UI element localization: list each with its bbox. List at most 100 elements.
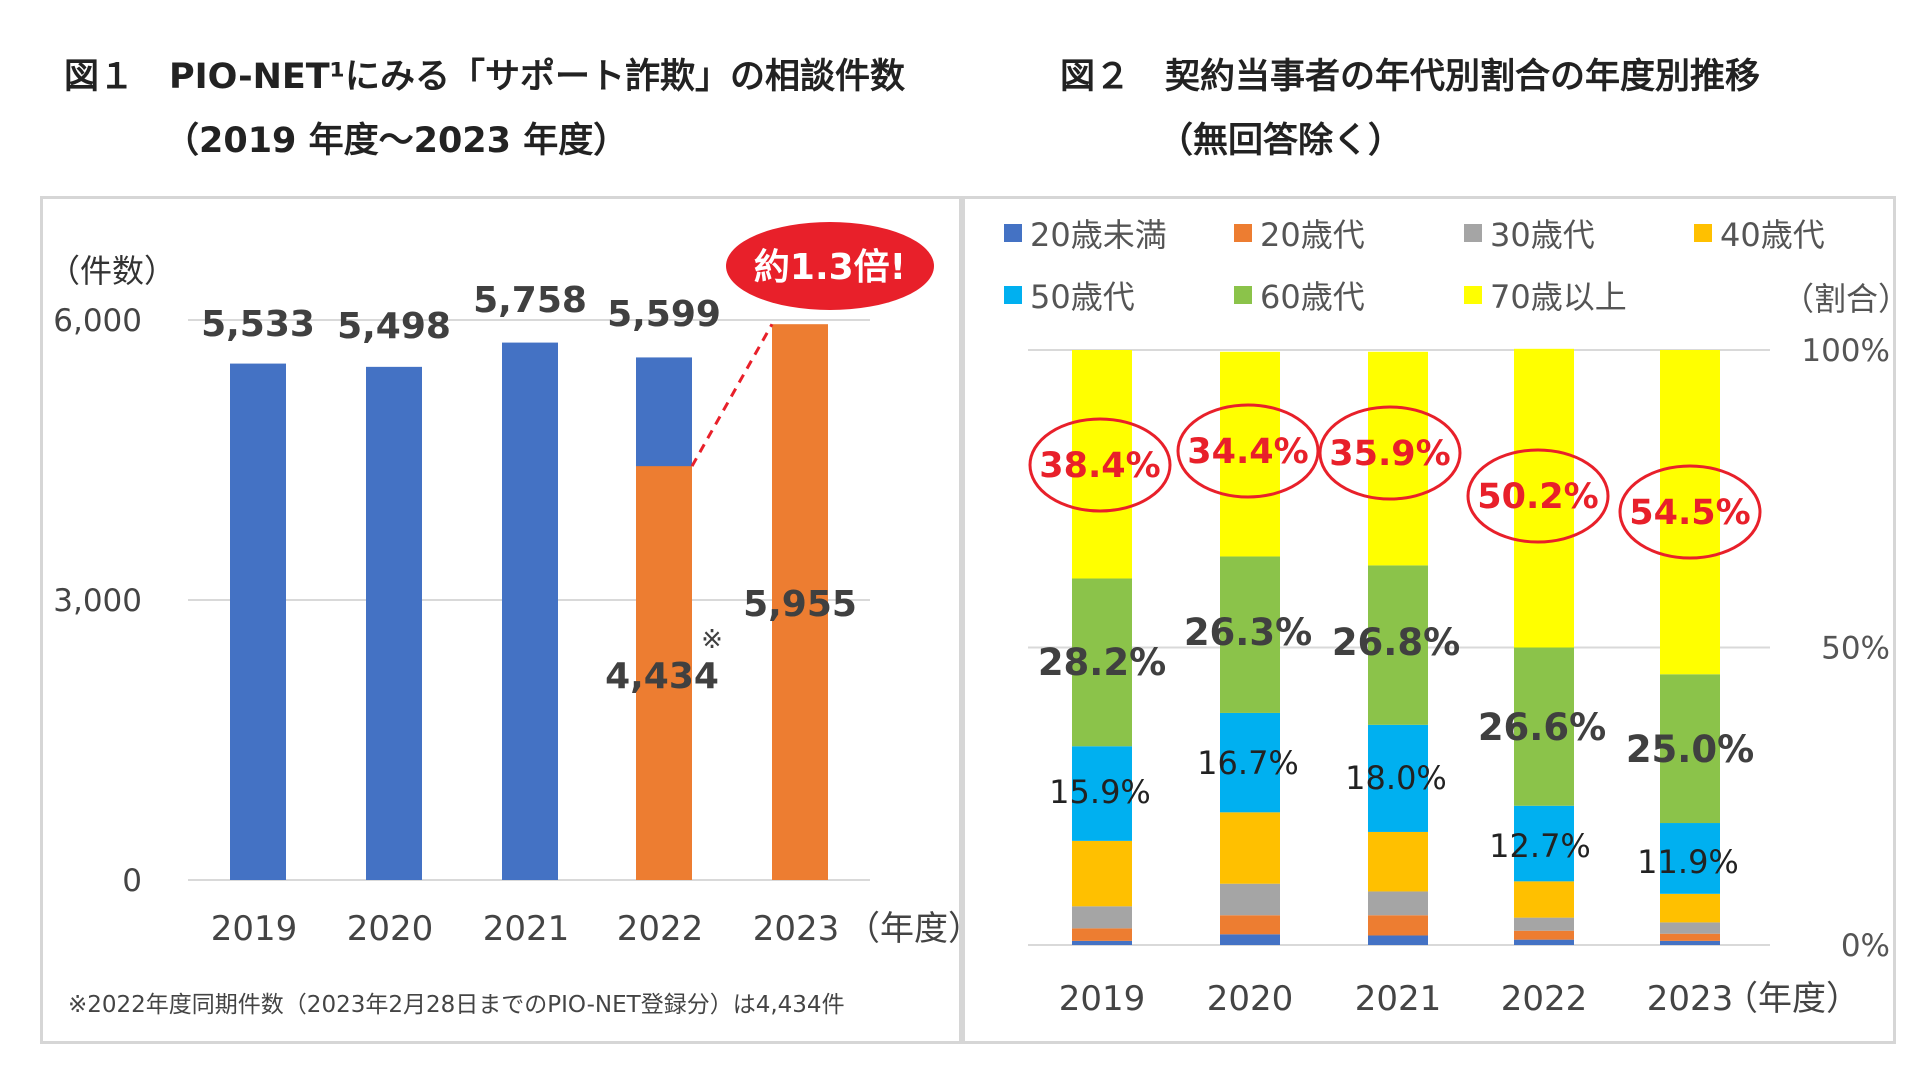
- figure2-ytick-label: 0%: [1841, 928, 1890, 964]
- figure2-segment-2020: [1220, 556, 1280, 713]
- figure2-segment-2019: [1072, 746, 1132, 841]
- figure2-label-50s: 12.7%: [1489, 827, 1591, 865]
- figure2-segment-2023: [1660, 350, 1720, 675]
- figure2-label-60s: 26.6%: [1478, 706, 1606, 749]
- figure1-xlabel: （年度）: [846, 909, 982, 949]
- figure2-legend-label: 50歳代: [1030, 278, 1135, 316]
- figure2-segment-2021: [1368, 565, 1428, 725]
- figure2-label-50s: 11.9%: [1637, 843, 1739, 881]
- figure1-ytick-label: 3,000: [53, 583, 142, 619]
- figure2-segment-2020: [1220, 712, 1280, 813]
- figure2-segment-2022: [1514, 930, 1574, 940]
- figure2-segment-2019: [1072, 350, 1132, 579]
- figure2-legend-label: 40歳代: [1720, 216, 1825, 254]
- figure1-xtick-label: 2019: [211, 909, 298, 949]
- figure1-value-label: 5,758: [473, 280, 587, 321]
- figure2-segment-2021: [1368, 351, 1428, 566]
- figure2-xtick-label: 2020: [1207, 979, 1294, 1019]
- figure1-subtitle: （2019 年度～2023 年度）: [164, 121, 629, 161]
- figure2-segment-2021: [1368, 935, 1428, 945]
- figure2-legend-swatch: [1234, 286, 1252, 304]
- figure2-subtitle: （無回答除く）: [1158, 121, 1404, 161]
- figure1-callout-bubble: [726, 222, 934, 310]
- figure1-bar-2020: [366, 366, 422, 880]
- figure1-xtick-label: 2022: [617, 909, 704, 949]
- figure2-ylabel: （割合）: [1782, 280, 1910, 318]
- figure2-highlight-circle: [1618, 464, 1762, 560]
- figure1-title: 図１ PIO-NET¹にみる「サポート詐欺」の相談件数: [64, 57, 906, 97]
- figure2-segment-2021: [1368, 831, 1428, 892]
- figure1-ytick-label: 6,000: [53, 303, 142, 339]
- figure2-legend-swatch: [1004, 224, 1022, 242]
- figure2-highlight-circle: [1318, 405, 1462, 501]
- figure2-segment-2021: [1368, 915, 1428, 936]
- figure2-ytick-label: 100%: [1801, 333, 1890, 369]
- figure2-segment-2023: [1660, 933, 1720, 941]
- figure1-xtick-label: 2020: [347, 909, 434, 949]
- figure2-legend-label: 20歳代: [1260, 216, 1365, 254]
- figure2-segment-2019: [1072, 840, 1132, 907]
- figure2-segment-2020: [1220, 351, 1280, 557]
- figure2-segment-2023: [1660, 922, 1720, 934]
- figure2-segment-2021: [1368, 891, 1428, 916]
- figure2-highlight-circle: [1028, 417, 1172, 513]
- figure2-legend-label: 20歳未満: [1030, 216, 1167, 254]
- figure2-label-60s: 26.3%: [1184, 611, 1312, 654]
- figure2-segment-2019: [1072, 578, 1132, 747]
- figure2-label-70s: 50.2%: [1477, 477, 1598, 517]
- figure2-legend-label: 30歳代: [1490, 216, 1595, 254]
- figure2-segment-2023: [1660, 893, 1720, 923]
- figure2-label-50s: 18.0%: [1345, 759, 1447, 797]
- figure2-label-60s: 28.2%: [1038, 641, 1166, 684]
- figure1-footnote: ※2022年度同期件数（2023年2月28日までのPIO-NET登録分）は4,4…: [68, 992, 845, 1018]
- figure2-label-70s: 54.5%: [1629, 493, 1750, 533]
- figure1-ylabel: （件数）: [48, 252, 176, 290]
- figure2-legend-label: 70歳以上: [1490, 278, 1627, 316]
- figure2-xtick-label: 2022: [1501, 979, 1588, 1019]
- figure2-segment-2020: [1220, 812, 1280, 884]
- figure1-value-label: 5,533: [201, 304, 315, 345]
- figure1-dashed-connector: [690, 323, 774, 467]
- figure2-segment-2022: [1514, 917, 1574, 931]
- figure2-xtick-label: 2021: [1355, 979, 1442, 1019]
- figure2-segment-2022: [1514, 805, 1574, 882]
- figure2-segment-2023: [1660, 823, 1720, 894]
- figure1-value-label: 5,599: [607, 294, 721, 335]
- figure2-title: 図２ 契約当事者の年代別割合の年度別推移: [1060, 57, 1761, 97]
- figure2-label-70s: 34.4%: [1187, 432, 1308, 472]
- figure2-ytick-label: 50%: [1821, 631, 1890, 667]
- figure1-same-period-label: 4,434: [605, 656, 719, 697]
- figure2-label-50s: 16.7%: [1197, 744, 1299, 782]
- figure2-xlabel: （年度）: [1724, 979, 1860, 1019]
- figure2-segment-2023: [1660, 674, 1720, 824]
- figure1-bar-2019: [230, 363, 286, 880]
- figure2-segment-2020: [1220, 934, 1280, 945]
- figure2-segment-2020: [1220, 915, 1280, 935]
- figure2-xtick-label: 2019: [1059, 979, 1146, 1019]
- figure2-xtick-label: 2023: [1647, 979, 1734, 1019]
- figure2-label-60s: 26.8%: [1332, 621, 1460, 664]
- figure2-segment-2022: [1514, 939, 1574, 945]
- figure1-value-label: 5,955: [743, 584, 857, 625]
- figure2-legend-swatch: [1694, 224, 1712, 242]
- figure2-label-60s: 25.0%: [1626, 728, 1754, 771]
- figure1-value-label: 5,498: [337, 306, 451, 347]
- figure2-segment-2019: [1072, 940, 1132, 945]
- figure2-highlight-circle: [1466, 448, 1610, 544]
- figure2-segment-2019: [1072, 928, 1132, 941]
- figure2-segment-2022: [1514, 348, 1574, 648]
- figure1-asterisk: ※: [701, 625, 723, 655]
- figure1-xtick-label: 2021: [483, 909, 570, 949]
- figure2-legend-swatch: [1234, 224, 1252, 242]
- figure2-highlight-circle: [1176, 403, 1320, 499]
- figure2-legend-swatch: [1464, 286, 1482, 304]
- figure2-segment-2023: [1660, 940, 1720, 945]
- figure2-segment-2022: [1514, 881, 1574, 918]
- figure1-bar-2023: [772, 324, 828, 880]
- figure2-segment-2019: [1072, 906, 1132, 929]
- figure1-bar-2022-same-period: [636, 466, 692, 880]
- figure2-legend-swatch: [1004, 286, 1022, 304]
- figure2-segment-2021: [1368, 724, 1428, 832]
- figure2-segment-2020: [1220, 883, 1280, 916]
